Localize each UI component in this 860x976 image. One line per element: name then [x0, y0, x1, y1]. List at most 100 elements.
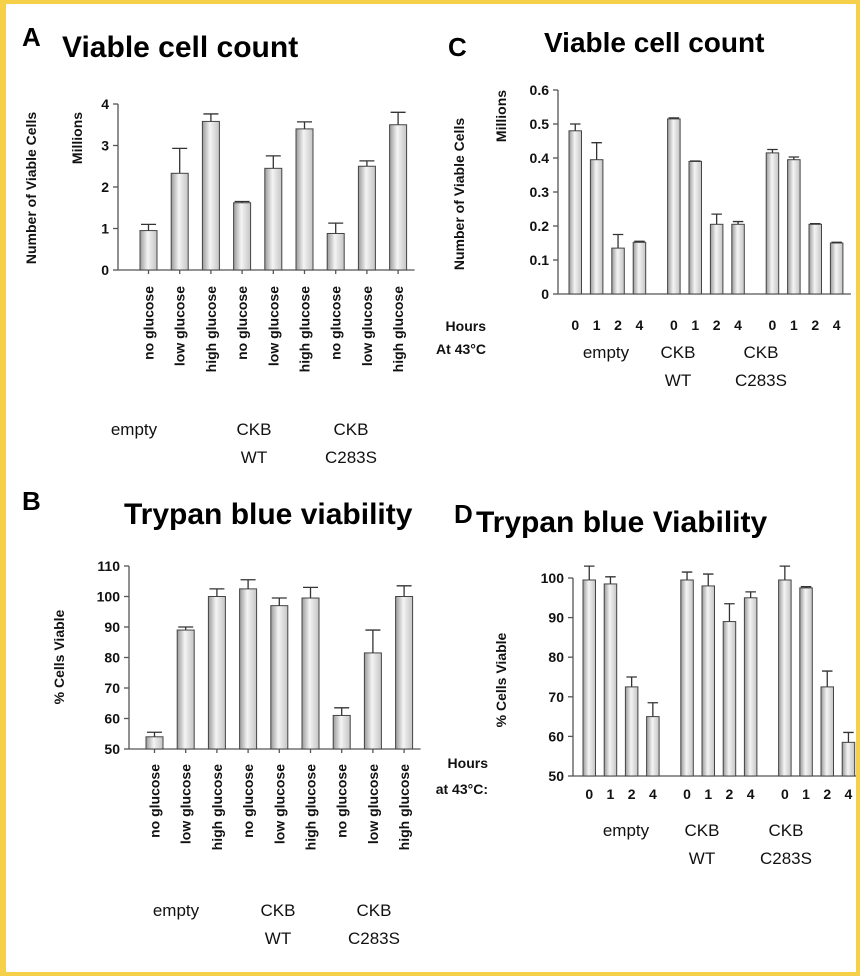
group-label: CKB: [334, 420, 369, 439]
bar: [808, 223, 822, 295]
group-sublabel: C283S: [760, 849, 812, 868]
bar: [363, 652, 382, 750]
error-bar: [359, 160, 375, 167]
error-bar: [203, 113, 219, 122]
bar: [295, 128, 314, 271]
x-category-label: 4: [734, 317, 742, 333]
y-tick-label: 50: [104, 741, 120, 757]
error-bar: [822, 670, 833, 687]
x-category-label: high glucose: [390, 286, 406, 373]
y-axis-label: Number of Viable Cells: [23, 112, 39, 264]
error-bar: [605, 576, 616, 584]
y-tick-label: 100: [97, 589, 121, 605]
group-label: CKB: [769, 821, 804, 840]
x-category-label: low glucose: [265, 286, 281, 366]
chart-panel-a: A Viable cell count Number of Viable Cells…: [22, 22, 415, 467]
figure-svg: A Viable cell count Number of Viable Cells…: [22, 22, 856, 948]
error-bar: [390, 111, 406, 125]
y-tick-label: 0.6: [530, 82, 550, 98]
error-bar: [591, 142, 602, 160]
y-tick-label: 0.2: [530, 218, 550, 234]
y-axis-label: % Cells Viable: [51, 609, 67, 704]
x-category-label: no glucose: [141, 286, 157, 360]
group-label: CKB: [237, 420, 272, 439]
group-label: empty: [603, 821, 650, 840]
error-bar: [668, 117, 680, 119]
x-category-label: 4: [833, 317, 841, 333]
bar: [709, 223, 724, 295]
error-bar: [570, 123, 581, 131]
error-bar: [334, 707, 350, 716]
group-sublabel: C283S: [348, 929, 400, 948]
y-axis-unit: Millions: [69, 112, 85, 164]
group-sublabel: WT: [689, 849, 715, 868]
bar: [765, 152, 780, 295]
group-label: CKB: [357, 901, 392, 920]
x-category-label: low glucose: [178, 764, 194, 844]
y-tick-label: 0.1: [530, 252, 550, 268]
bar: [170, 172, 189, 271]
error-bar: [271, 597, 287, 606]
bar: [603, 583, 618, 777]
x-category-label: 0: [585, 786, 593, 802]
x-category-label: 1: [802, 786, 810, 802]
bar: [646, 716, 660, 777]
y-tick-label: 60: [104, 711, 120, 727]
x-category-label: 1: [691, 317, 699, 333]
bar: [680, 579, 694, 777]
error-bar: [634, 240, 645, 243]
x-category-label: low glucose: [359, 286, 375, 366]
x-category-label: no glucose: [147, 764, 163, 838]
y-tick-label: 100: [541, 570, 565, 586]
chart-panel-b: B Trypan blue viability % Cells Viable 50 60…: [22, 486, 421, 948]
error-bar: [234, 200, 250, 203]
error-bar: [265, 155, 281, 169]
bar: [582, 579, 596, 777]
x-category-label: high glucose: [396, 764, 412, 851]
group-sublabel: C283S: [735, 371, 787, 390]
group-sublabel: C283S: [325, 448, 377, 467]
error-bar: [297, 121, 312, 129]
bar: [722, 621, 737, 777]
error-bar: [209, 588, 225, 597]
bar: [233, 202, 252, 271]
x-axis-label-temperature: At 43°C: [436, 341, 486, 357]
bar: [239, 588, 258, 750]
y-tick-label: 2: [101, 179, 109, 195]
y-tick-label: 4: [101, 96, 109, 112]
y-tick-label: 60: [548, 728, 564, 744]
group-sublabel: WT: [265, 929, 291, 948]
bar: [326, 232, 345, 271]
error-bar: [732, 220, 744, 225]
error-bar: [328, 222, 344, 234]
x-category-label: 0: [781, 786, 789, 802]
x-category-label: 1: [593, 317, 601, 333]
panel-letter: A: [22, 22, 41, 52]
group-label: CKB: [661, 343, 696, 362]
y-tick-label: 0.5: [530, 116, 550, 132]
x-category-label: 1: [790, 317, 798, 333]
group-sublabel: WT: [665, 371, 691, 390]
chart-title: Viable cell count: [544, 27, 764, 58]
bar: [176, 629, 195, 750]
figure: A Viable cell count Number of Viable Cells…: [6, 4, 856, 972]
group-label: empty: [583, 343, 630, 362]
bar: [207, 596, 226, 750]
bar: [145, 736, 164, 750]
x-axis-label-hours: Hours: [446, 318, 487, 334]
y-tick-label: 110: [97, 558, 120, 574]
y-tick-label: 70: [104, 680, 120, 696]
x-category-label: no glucose: [328, 286, 344, 360]
x-category-label: 4: [845, 786, 853, 802]
error-bar: [584, 565, 595, 580]
error-bar: [396, 585, 412, 597]
error-bar: [647, 702, 659, 717]
error-bar: [178, 626, 194, 631]
group-sublabel: WT: [241, 448, 267, 467]
bar: [264, 167, 283, 271]
y-tick-label: 70: [548, 689, 564, 705]
chart-title: Trypan blue Viability: [476, 506, 768, 539]
panel-letter: C: [448, 32, 467, 62]
chart-title: Trypan blue viability: [124, 498, 413, 531]
y-tick-label: 50: [548, 768, 564, 784]
